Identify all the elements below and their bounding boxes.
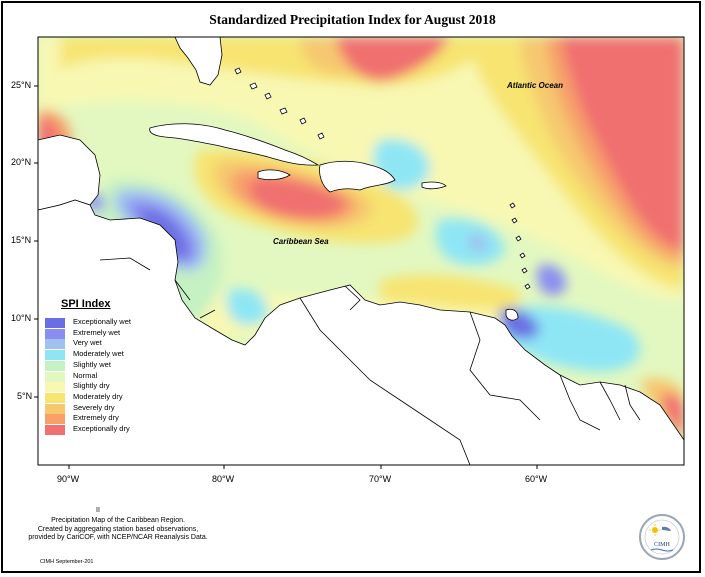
caption-line-2: Created by aggregating station based obs… bbox=[37, 525, 199, 533]
spi-legend: SPI Index Exceptionally wet Extremely wet… bbox=[41, 296, 160, 436]
credit-text: CIMH September-201 bbox=[40, 559, 94, 565]
legend-swatch bbox=[45, 318, 65, 328]
legend-title: SPI Index bbox=[61, 298, 111, 310]
sun-icon bbox=[652, 527, 658, 533]
lon-ticks bbox=[68, 465, 538, 469]
lon-label-70: 70°W bbox=[369, 474, 392, 484]
lat-ticks bbox=[34, 85, 38, 398]
legend-swatch bbox=[45, 392, 65, 403]
legend-swatch bbox=[45, 382, 65, 393]
legend-label: Extremely wet bbox=[73, 327, 121, 337]
legend-swatch bbox=[45, 328, 65, 339]
landmasses bbox=[38, 37, 684, 465]
legend-swatch bbox=[45, 425, 65, 435]
lon-label-60: 60°W bbox=[525, 474, 548, 484]
legend-swatch bbox=[45, 360, 65, 371]
map-title: Standardized Precipitation Index for Aug… bbox=[209, 12, 496, 27]
legend-label: Very wet bbox=[73, 338, 102, 348]
legend-label: Slightly dry bbox=[73, 381, 110, 391]
map-border bbox=[37, 36, 685, 466]
legend-swatch bbox=[45, 414, 65, 425]
small-mark: II bbox=[96, 507, 100, 514]
legend-label: Moderately dry bbox=[73, 391, 123, 401]
logo-text: CIMH bbox=[654, 542, 670, 548]
legend-label: Slightly wet bbox=[73, 359, 111, 369]
legend-swatch bbox=[45, 403, 65, 414]
caption-line-1: Precipitation Map of the Caribbean Regio… bbox=[51, 517, 185, 524]
lon-label-90: 90°W bbox=[57, 474, 80, 484]
lat-label-5: 5°N bbox=[17, 391, 33, 401]
lat-label-20: 20°N bbox=[11, 157, 32, 167]
lat-label-15: 15°N bbox=[11, 235, 32, 245]
map-caption: Precipitation Map of the Caribbean Regio… bbox=[18, 517, 218, 543]
wave-icon bbox=[650, 548, 674, 552]
cloud-icon bbox=[662, 526, 671, 531]
legend-swatch bbox=[45, 339, 65, 350]
lat-label-25: 25°N bbox=[11, 80, 32, 90]
legend-label: Exceptionally dry bbox=[73, 424, 130, 433]
ocean-label: Atlantic Ocean bbox=[506, 81, 563, 90]
lat-label-10: 10°N bbox=[11, 313, 32, 323]
caption-line-3: provided by CariCOF, with NCEP/NCAR Rean… bbox=[28, 534, 208, 541]
legend-label: Extremely dry bbox=[73, 413, 119, 423]
sea-label: Caribbean Sea bbox=[273, 237, 329, 246]
legend-label: Moderately wet bbox=[73, 349, 124, 359]
legend-label: Normal bbox=[73, 370, 98, 380]
legend-swatch bbox=[45, 350, 65, 361]
lon-label-80: 80°W bbox=[212, 474, 235, 484]
legend-label: Exceptionally wet bbox=[73, 317, 131, 326]
legend-swatch bbox=[45, 371, 65, 382]
legend-label: Severely dry bbox=[73, 402, 115, 412]
cimh-logo: CIMH bbox=[639, 514, 685, 560]
